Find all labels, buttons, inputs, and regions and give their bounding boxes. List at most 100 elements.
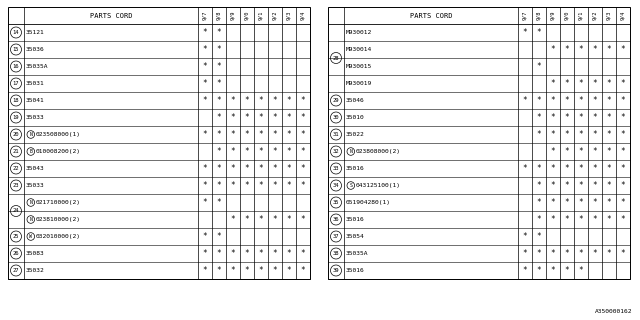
- Text: *: *: [579, 147, 583, 156]
- Text: *: *: [593, 181, 597, 190]
- Text: *: *: [259, 113, 263, 122]
- Text: *: *: [230, 249, 236, 258]
- Text: *: *: [217, 249, 221, 258]
- Text: *: *: [301, 249, 305, 258]
- Text: *: *: [217, 62, 221, 71]
- Text: *: *: [230, 266, 236, 275]
- Text: *: *: [607, 249, 611, 258]
- Text: *: *: [579, 215, 583, 224]
- Text: *: *: [203, 96, 207, 105]
- Text: 010008200(2): 010008200(2): [36, 149, 81, 154]
- Text: 9/8: 9/8: [216, 11, 221, 20]
- Text: *: *: [564, 96, 570, 105]
- Text: *: *: [301, 130, 305, 139]
- Text: *: *: [203, 79, 207, 88]
- Text: *: *: [550, 215, 556, 224]
- Text: *: *: [537, 266, 541, 275]
- Text: *: *: [579, 266, 583, 275]
- Text: M930014: M930014: [346, 47, 372, 52]
- Text: 9/9: 9/9: [550, 11, 556, 20]
- Text: *: *: [564, 113, 570, 122]
- Text: 032010000(2): 032010000(2): [36, 234, 81, 239]
- Text: *: *: [550, 198, 556, 207]
- Text: *: *: [301, 96, 305, 105]
- Text: *: *: [273, 130, 277, 139]
- Text: *: *: [217, 45, 221, 54]
- Text: *: *: [523, 249, 527, 258]
- Text: *: *: [550, 113, 556, 122]
- Text: 023508000(1): 023508000(1): [36, 132, 81, 137]
- Text: 023808000(2): 023808000(2): [356, 149, 401, 154]
- Text: *: *: [259, 147, 263, 156]
- Text: *: *: [537, 130, 541, 139]
- Text: *: *: [301, 147, 305, 156]
- Text: *: *: [203, 198, 207, 207]
- Text: 18: 18: [13, 98, 19, 103]
- Text: 9/0: 9/0: [564, 11, 570, 20]
- Text: *: *: [244, 215, 250, 224]
- Text: *: *: [579, 45, 583, 54]
- Text: *: *: [550, 181, 556, 190]
- Text: *: *: [244, 130, 250, 139]
- Text: *: *: [287, 147, 291, 156]
- Text: *: *: [244, 249, 250, 258]
- Text: 38: 38: [333, 251, 339, 256]
- Text: *: *: [550, 130, 556, 139]
- Text: *: *: [607, 96, 611, 105]
- Text: 34: 34: [333, 183, 339, 188]
- Text: *: *: [230, 215, 236, 224]
- Text: *: *: [217, 232, 221, 241]
- Text: 35035A: 35035A: [346, 251, 369, 256]
- Text: 9/4: 9/4: [301, 11, 305, 20]
- Text: N: N: [29, 200, 32, 205]
- Text: *: *: [579, 164, 583, 173]
- Text: *: *: [287, 249, 291, 258]
- Text: 35: 35: [333, 200, 339, 205]
- Text: *: *: [550, 249, 556, 258]
- Text: N: N: [29, 132, 32, 137]
- Text: *: *: [564, 130, 570, 139]
- Text: 28: 28: [333, 55, 339, 60]
- Text: 35083: 35083: [26, 251, 45, 256]
- Text: *: *: [621, 198, 625, 207]
- Text: *: *: [593, 215, 597, 224]
- Text: PARTS CORD: PARTS CORD: [90, 12, 132, 19]
- Text: 26: 26: [13, 251, 19, 256]
- Text: 36: 36: [333, 217, 339, 222]
- Text: 31: 31: [333, 132, 339, 137]
- Text: *: *: [550, 147, 556, 156]
- Text: *: *: [593, 96, 597, 105]
- Text: *: *: [230, 96, 236, 105]
- Text: *: *: [301, 181, 305, 190]
- Text: *: *: [564, 198, 570, 207]
- Text: *: *: [579, 79, 583, 88]
- Text: *: *: [579, 130, 583, 139]
- Text: 9/1: 9/1: [579, 11, 584, 20]
- Text: *: *: [621, 45, 625, 54]
- Text: *: *: [579, 113, 583, 122]
- Text: *: *: [579, 249, 583, 258]
- Text: *: *: [537, 28, 541, 37]
- Text: N: N: [29, 217, 32, 222]
- Text: 9/3: 9/3: [287, 11, 291, 20]
- Text: *: *: [607, 79, 611, 88]
- Text: *: *: [217, 28, 221, 37]
- Text: 023810000(2): 023810000(2): [36, 217, 81, 222]
- Text: B: B: [29, 149, 32, 154]
- Text: *: *: [621, 249, 625, 258]
- Text: *: *: [244, 113, 250, 122]
- Text: 9/9: 9/9: [230, 11, 236, 20]
- Text: *: *: [564, 215, 570, 224]
- Text: *: *: [621, 215, 625, 224]
- Text: 043125100(1): 043125100(1): [356, 183, 401, 188]
- Text: *: *: [217, 96, 221, 105]
- Text: 23: 23: [13, 183, 19, 188]
- Text: *: *: [621, 113, 625, 122]
- Text: 9/7: 9/7: [522, 11, 527, 20]
- Text: *: *: [593, 164, 597, 173]
- Bar: [328, 7, 630, 279]
- Text: *: *: [593, 79, 597, 88]
- Text: *: *: [287, 113, 291, 122]
- Text: 32: 32: [333, 149, 339, 154]
- Text: *: *: [537, 113, 541, 122]
